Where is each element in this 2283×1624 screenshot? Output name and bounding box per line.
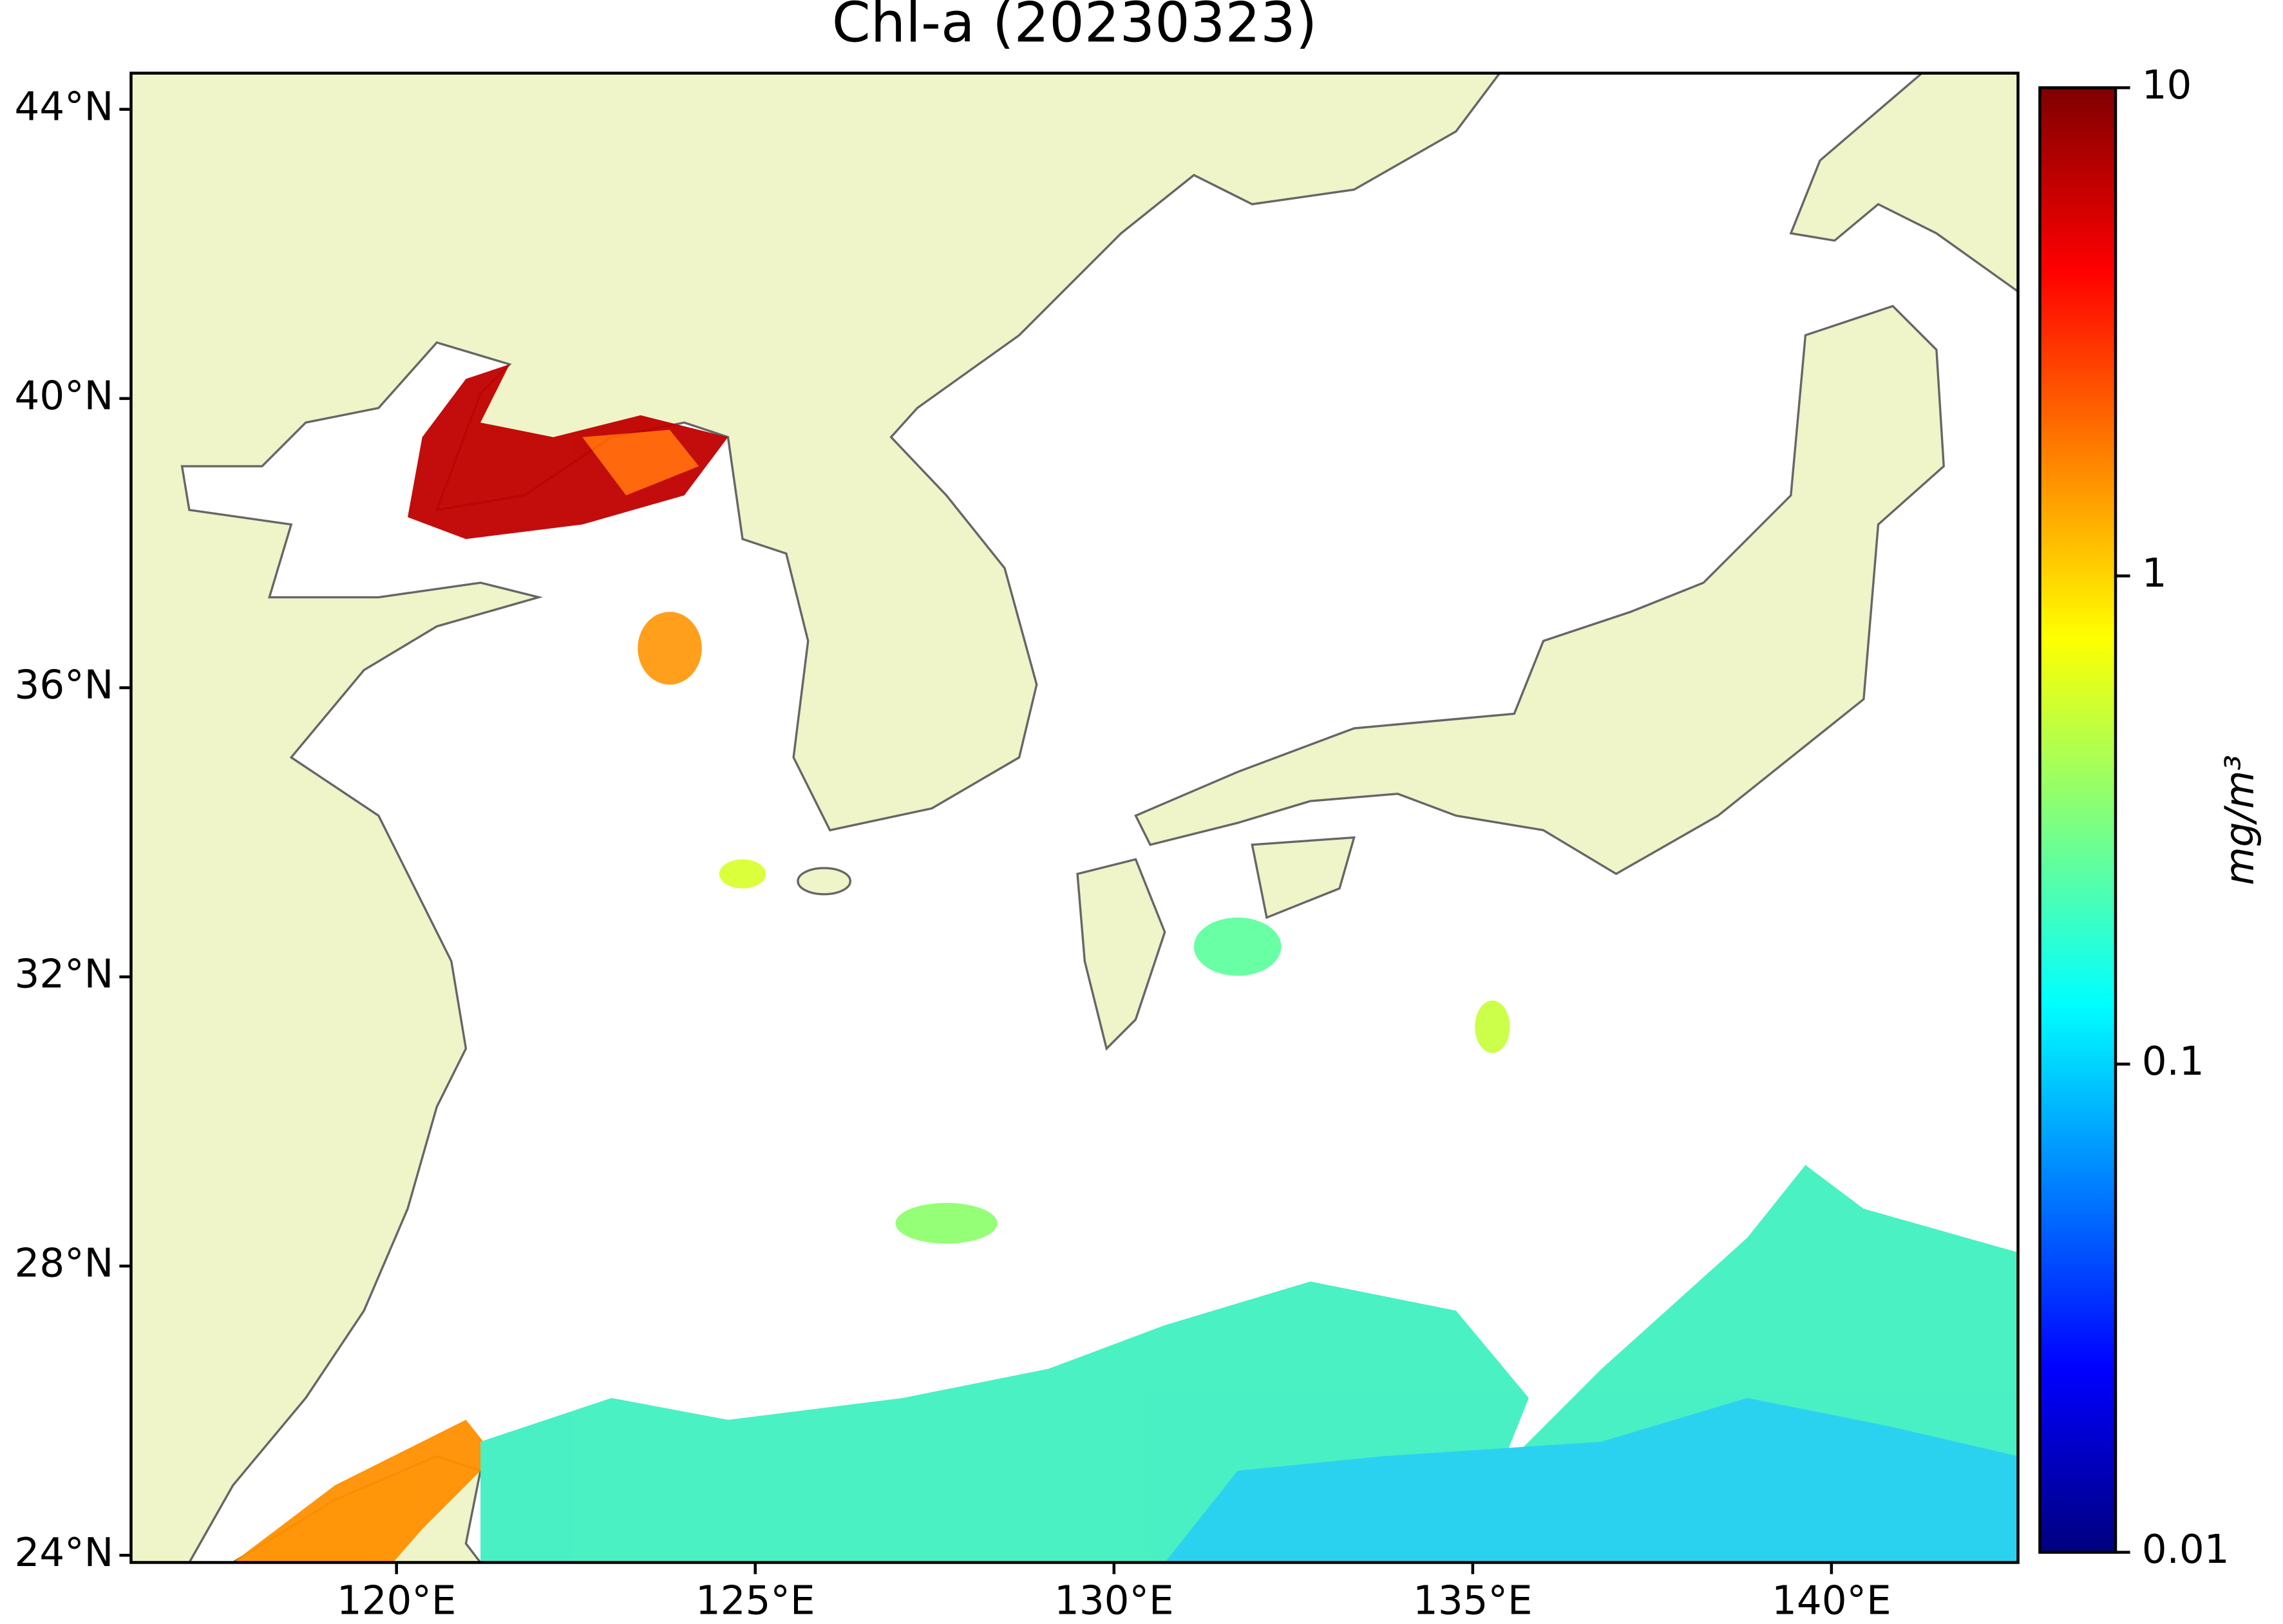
y-tick-label: 40°N bbox=[15, 373, 114, 419]
chl-patch bbox=[408, 364, 728, 540]
x-tick-label: 125°E bbox=[696, 1578, 815, 1623]
colorbar-tick-label: 10 bbox=[2142, 62, 2192, 108]
y-tick-label: 36°N bbox=[15, 663, 114, 708]
colorbar-tick-label: 0.01 bbox=[2142, 1527, 2230, 1572]
colorbar bbox=[2038, 86, 2117, 1554]
x-tick-label: 135°E bbox=[1413, 1578, 1533, 1623]
shikoku bbox=[1251, 836, 1356, 920]
chl-patch bbox=[638, 612, 702, 685]
y-tick-label: 44°N bbox=[15, 84, 114, 129]
chl-patch bbox=[719, 859, 766, 889]
jeju bbox=[797, 867, 852, 896]
hokkaido bbox=[1789, 73, 2018, 293]
chl-patch bbox=[582, 430, 699, 496]
chart-title: Chl-a (20230323) bbox=[832, 0, 1318, 55]
chlorophyll-field bbox=[232, 364, 2018, 1563]
y-tick-label: 32°N bbox=[15, 952, 114, 997]
x-tick-label: 120°E bbox=[337, 1578, 457, 1623]
colorbar-tick-label: 1 bbox=[2142, 551, 2167, 596]
map-frame bbox=[129, 71, 2020, 1564]
x-tick-label: 140°E bbox=[1772, 1578, 1891, 1623]
y-tick-label: 24°N bbox=[15, 1530, 114, 1576]
colorbar-tick-label: 0.1 bbox=[2142, 1039, 2204, 1084]
kyushu bbox=[1076, 858, 1166, 1051]
chl-patch bbox=[232, 1419, 495, 1563]
colorbar-label: mg/m³ bbox=[2217, 755, 2262, 885]
x-tick-label: 130°E bbox=[1054, 1578, 1174, 1623]
chl-patch bbox=[1193, 917, 1282, 976]
chl-patch bbox=[895, 1203, 998, 1244]
chl-patch bbox=[1475, 1000, 1510, 1053]
honshu bbox=[1134, 305, 1945, 876]
chl-patch bbox=[1164, 1397, 2018, 1563]
y-tick-label: 28°N bbox=[15, 1241, 114, 1287]
